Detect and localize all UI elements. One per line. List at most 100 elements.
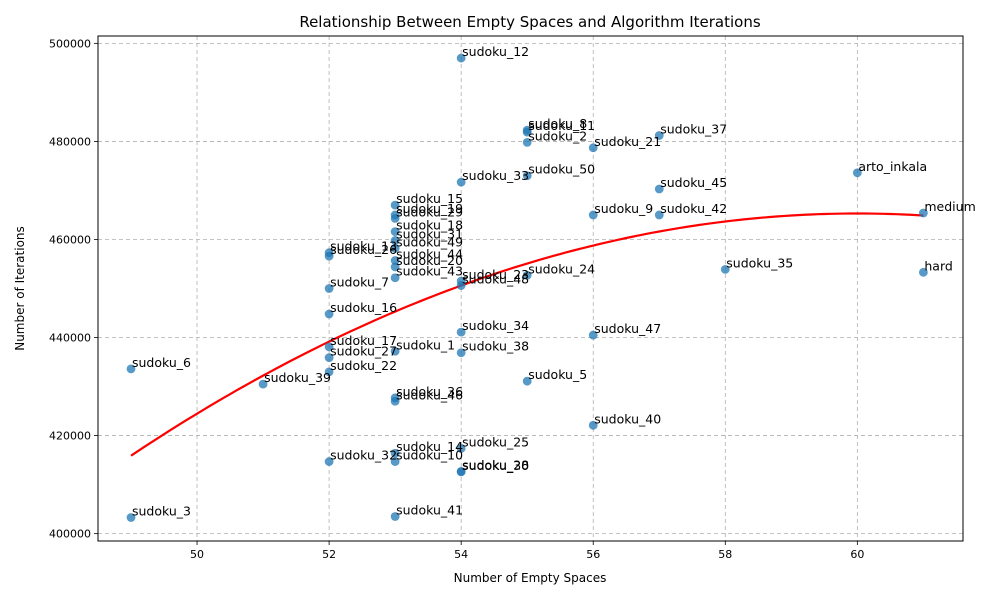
point-label: sudoku_20: [396, 253, 463, 268]
point-label: sudoku_26: [330, 242, 397, 257]
point-label: sudoku_9: [594, 201, 653, 216]
data-point: [720, 264, 730, 274]
data-point: [258, 379, 268, 389]
point-label: sudoku_23: [462, 267, 529, 282]
point-label: sudoku_22: [330, 358, 397, 373]
point-label: sudoku_5: [528, 367, 587, 382]
data-point: [390, 213, 400, 223]
data-point: [918, 267, 928, 277]
point-label: sudoku_32: [330, 448, 397, 463]
point-label: sudoku_18: [396, 218, 463, 233]
data-point: [390, 457, 400, 466]
point-label: sudoku_12: [462, 44, 529, 59]
point-label: sudoku_31: [396, 226, 463, 241]
data-point: [456, 53, 466, 63]
data-point: [390, 396, 400, 406]
data-point: [456, 348, 466, 358]
x-axis-ticks: 50 52 54 56 58 60: [190, 541, 864, 561]
points-layer: [126, 53, 928, 522]
point-label: sudoku_14: [396, 439, 463, 454]
y-axis-ticks: 400000 420000 440000 460000 480000 500000: [49, 37, 98, 541]
plot-area-frame: [97, 35, 964, 542]
point-label: sudoku_30: [462, 458, 529, 473]
point-label: sudoku_41: [396, 502, 463, 517]
x-tick-label: 52: [322, 548, 336, 561]
point-label: sudoku_44: [396, 247, 463, 262]
y-tick-label: 440000: [49, 332, 91, 345]
data-point: [390, 243, 400, 253]
point-label: sudoku_36: [396, 384, 463, 399]
data-point: [522, 171, 532, 181]
point-label: sudoku_6: [132, 355, 191, 370]
data-point: [522, 137, 532, 147]
point-label: sudoku_2: [528, 128, 587, 143]
point-label: sudoku_34: [462, 318, 529, 333]
x-tick-label: 58: [718, 548, 732, 561]
data-point: [390, 512, 400, 521]
point-label: sudoku_24: [528, 261, 595, 276]
data-point: [324, 367, 334, 377]
point-label: hard: [924, 258, 952, 273]
data-point: [324, 284, 334, 293]
data-point: [324, 457, 334, 466]
data-point: [654, 131, 664, 140]
data-point: [456, 327, 466, 337]
point-label: sudoku_7: [330, 275, 389, 290]
point-label: sudoku_45: [660, 175, 727, 190]
data-point: [390, 256, 400, 265]
x-axis-label: Number of Empty Spaces: [454, 571, 607, 585]
y-axis-label: Number of Iterations: [13, 226, 27, 351]
grid: [98, 36, 963, 541]
point-label: sudoku_1: [396, 337, 455, 352]
data-point: [456, 467, 466, 477]
data-point: [390, 448, 400, 458]
data-point: [522, 127, 532, 137]
point-label: sudoku_25: [462, 434, 529, 449]
point-label: sudoku_21: [594, 134, 661, 149]
y-tick-label: 400000: [49, 528, 91, 541]
point-label: medium: [924, 199, 975, 214]
data-point: [324, 342, 334, 352]
point-label: sudoku_29: [396, 204, 463, 219]
point-label: sudoku_19: [396, 201, 463, 216]
data-point: [918, 208, 928, 218]
y-tick-label: 420000: [49, 430, 91, 443]
point-label: sudoku_35: [726, 255, 793, 270]
data-point: [390, 236, 400, 245]
data-point: [126, 513, 136, 522]
point-label: sudoku_50: [528, 162, 595, 177]
data-point: [852, 168, 862, 178]
point-label: sudoku_33: [462, 168, 529, 183]
point-label: sudoku_17: [330, 333, 397, 348]
data-point: [324, 251, 334, 261]
point-label: sudoku_48: [462, 272, 529, 287]
x-tick-label: 50: [190, 548, 204, 561]
data-point: [588, 420, 598, 430]
y-tick-label: 500000: [49, 37, 91, 50]
point-label: sudoku_16: [330, 300, 397, 315]
trend-curve: [130, 212, 924, 457]
point-label: sudoku_42: [660, 201, 727, 216]
data-point: [522, 270, 532, 280]
point-label: sudoku_28: [462, 457, 529, 472]
point-label: sudoku_8: [528, 116, 587, 131]
data-point: [654, 210, 664, 220]
x-tick-label: 54: [454, 548, 468, 561]
data-point: [456, 443, 466, 453]
y-tick-label: 460000: [49, 233, 91, 246]
point-label: sudoku_37: [660, 122, 727, 137]
point-label: sudoku_46: [396, 387, 463, 402]
data-point: [522, 376, 532, 386]
point-label: sudoku_11: [528, 118, 595, 133]
data-point: [456, 177, 466, 187]
data-point: [390, 200, 400, 210]
fit-layer: [130, 212, 924, 457]
point-label: sudoku_13: [330, 239, 397, 254]
point-label: sudoku_47: [594, 321, 661, 336]
data-point: [126, 364, 136, 374]
data-point: [588, 330, 598, 340]
data-point: [390, 262, 400, 272]
